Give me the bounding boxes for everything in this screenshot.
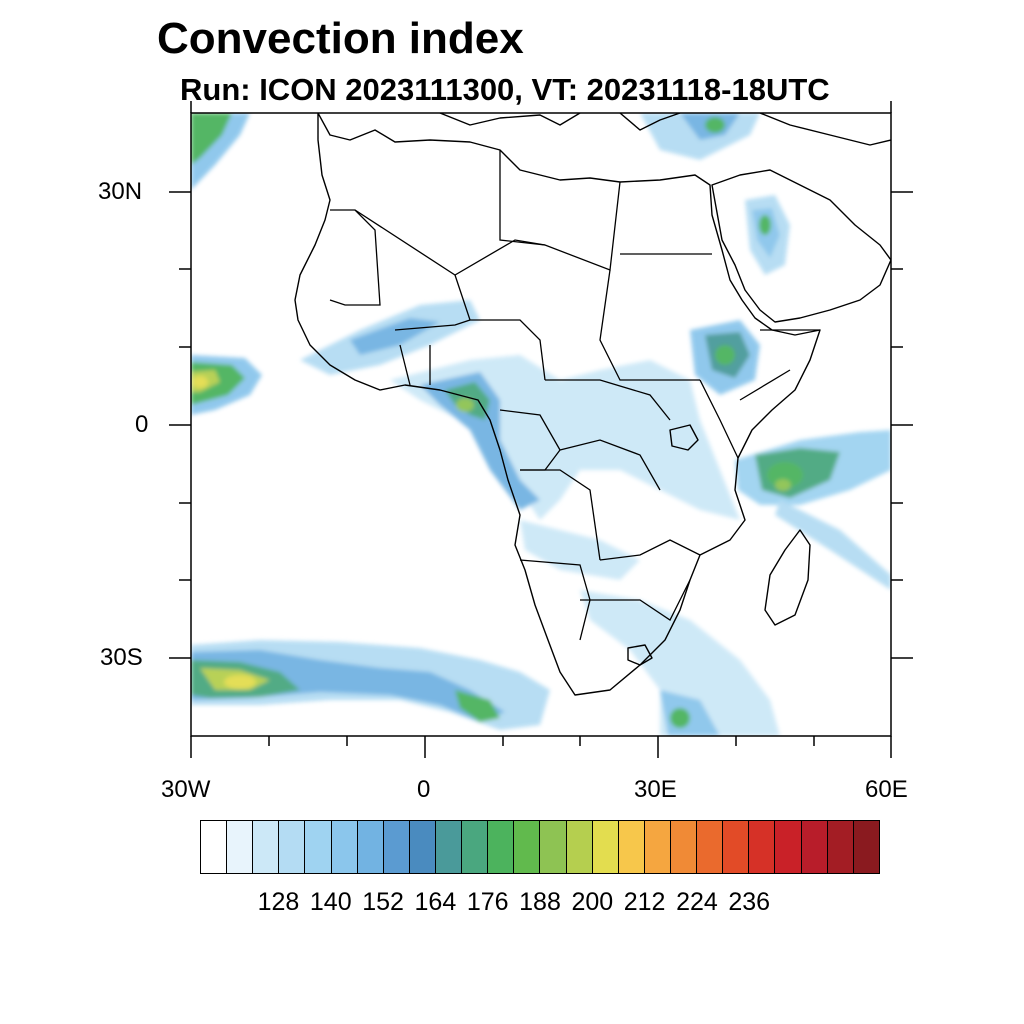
colorbar-swatch [723, 821, 750, 873]
colorbar-label: 236 [728, 888, 771, 916]
colorbar-swatch [514, 821, 541, 873]
colorbar-swatch [592, 821, 619, 873]
lat-label-30s: 30S [100, 644, 143, 671]
colorbar-swatch [566, 821, 593, 873]
colorbar-swatch [853, 821, 879, 873]
colorbar-swatch [540, 821, 567, 873]
colorbar-swatch [253, 821, 280, 873]
colorbar-swatch [435, 821, 463, 873]
colorbar-label: 140 [309, 888, 352, 916]
colorbar-swatch [801, 821, 828, 873]
country-borders [329, 150, 820, 641]
lon-label-0: 0 [417, 776, 431, 803]
colorbar-swatch [462, 821, 489, 873]
lat-label-0: 0 [135, 411, 149, 438]
colorbar-swatch [488, 821, 515, 873]
lat-label-30n: 30N [98, 178, 143, 205]
colorbar-swatch [644, 821, 671, 873]
convection-field [191, 113, 891, 736]
colorbar-label: 164 [414, 888, 457, 916]
colorbar-label: 152 [362, 888, 404, 916]
colorbar-label: 128 [257, 888, 300, 916]
colorbar-label: 212 [623, 888, 666, 916]
colorbar-swatch [227, 821, 254, 873]
colorbar-label: 188 [519, 888, 561, 916]
colorbar-swatch [305, 821, 332, 873]
axis-ticks [169, 101, 913, 758]
colorbar [200, 820, 880, 874]
colorbar-swatch [670, 821, 698, 873]
colorbar-swatch [827, 821, 854, 873]
colorbar-swatch [279, 821, 306, 873]
colorbar-label: 200 [571, 888, 614, 916]
map-subtitle: Run: ICON 2023111300, VT: 20231118-18UTC [180, 72, 830, 107]
colorbar-swatch [618, 821, 645, 873]
lon-label-30e: 30E [634, 776, 677, 803]
map-title: Convection index [157, 14, 524, 63]
colorbar-label: 176 [466, 888, 509, 916]
colorbar-swatch [331, 821, 358, 873]
colorbar-swatch [409, 821, 436, 873]
colorbar-swatch [775, 821, 802, 873]
colorbar-swatch [357, 821, 384, 873]
lon-label-60e: 60E [865, 776, 908, 803]
colorbar-label: 224 [676, 888, 718, 916]
colorbar-swatch [697, 821, 724, 873]
colorbar-swatch [201, 821, 228, 873]
colorbar-swatch [383, 821, 410, 873]
lon-label-30w: 30W [161, 776, 211, 803]
colorbar-swatch [749, 821, 776, 873]
